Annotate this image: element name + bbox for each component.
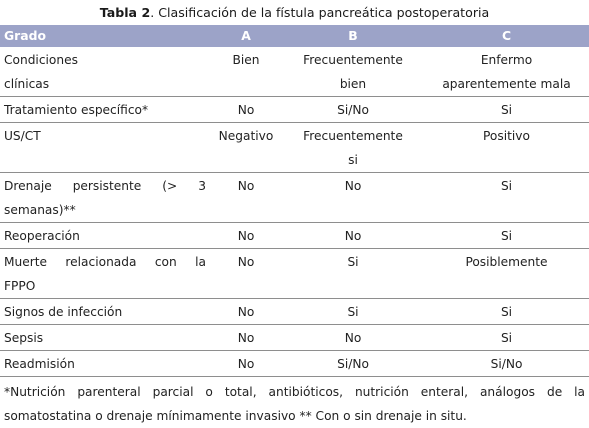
- header-b: B: [348, 28, 358, 43]
- row-label-line: Reoperación: [4, 229, 80, 243]
- cell-a: No: [210, 298, 282, 325]
- row-label: Drenaje persistente (> 3 semanas)**: [0, 172, 210, 223]
- cell-c: Si: [424, 298, 589, 325]
- cell-c: Si: [424, 222, 589, 249]
- cell-b: Frecuentemente si: [282, 122, 424, 173]
- row-label: Muerte relacionada con la FPPO: [0, 248, 210, 299]
- cell-b-line: No: [344, 229, 362, 243]
- cell-c-line: Enfermo: [480, 53, 533, 67]
- cell-c: Si: [424, 96, 589, 123]
- cell-b: Frecuentemente bien: [282, 47, 424, 97]
- row-label: Signos de infección: [0, 298, 210, 325]
- cell-b: No: [282, 172, 424, 223]
- cell-a: No: [210, 248, 282, 299]
- row-label-line: Signos de infección: [4, 305, 123, 319]
- row-label-line: clínicas: [4, 77, 50, 91]
- header-grado: Grado: [4, 28, 47, 43]
- cell-a: No: [210, 172, 282, 223]
- cell-c: Si/No: [424, 350, 589, 377]
- cell-c: Si: [424, 172, 589, 223]
- header-a: A: [241, 28, 251, 43]
- header-c: C: [501, 28, 512, 43]
- caption-label: Tabla 2: [99, 5, 151, 20]
- row-label-line: FPPO: [4, 279, 36, 293]
- table-row: Tratamiento específico* No Si/No Si: [0, 96, 589, 123]
- row-label-line: US/CT: [4, 129, 41, 143]
- cell-b-line: Frecuentemente: [303, 53, 403, 67]
- row-label-line: Drenaje persistente (> 3: [4, 179, 206, 193]
- cell-c-line: aparentemente mala: [442, 77, 571, 91]
- cell-c-line: Si: [500, 179, 513, 193]
- cell-b-line: Si: [347, 305, 359, 319]
- cell-b-line: Si: [347, 255, 359, 269]
- cell-b-line: Si/No: [337, 357, 369, 371]
- row-label-line: Muerte relacionada con la: [4, 255, 206, 269]
- cell-b: Si/No: [282, 350, 424, 377]
- cell-a: No: [210, 222, 282, 249]
- cell-b-line: Frecuentemente: [303, 129, 403, 143]
- cell-b-line: No: [344, 179, 362, 193]
- cell-c: Posiblemente: [424, 248, 589, 299]
- cell-a: No: [210, 96, 282, 123]
- row-label-line: Readmisión: [4, 357, 75, 371]
- row-label: Condiciones clínicas: [0, 47, 210, 97]
- table-row: Readmisión No Si/No Si/No: [0, 350, 589, 377]
- cell-b: No: [282, 222, 424, 249]
- cell-c-line: Si/No: [490, 357, 523, 371]
- cell-c: Positivo: [424, 122, 589, 173]
- row-label: Reoperación: [0, 222, 210, 249]
- table-footnote: *Nutrición parenteral parcial o total, a…: [0, 377, 589, 428]
- cell-b: No: [282, 324, 424, 351]
- table-header-row: Grado A B C: [0, 25, 589, 47]
- cell-b: Si: [282, 298, 424, 325]
- row-label: Readmisión: [0, 350, 210, 377]
- row-label-line: semanas)**: [4, 203, 76, 217]
- row-label-line: Condiciones: [4, 53, 78, 67]
- cell-a: No: [210, 324, 282, 351]
- cell-b-line: No: [344, 331, 362, 345]
- cell-c-line: Si: [500, 331, 513, 345]
- cell-b-line: bien: [339, 77, 367, 91]
- cell-c-line: Positivo: [483, 129, 530, 143]
- cell-a: Negativo: [210, 122, 282, 173]
- table-row: Drenaje persistente (> 3 semanas)** No No…: [0, 172, 589, 223]
- cell-b: Si: [282, 248, 424, 299]
- row-label: Tratamiento específico*: [0, 96, 210, 123]
- row-label: US/CT: [0, 122, 210, 173]
- footnote-line: somatostatina o drenaje mínimamente inva…: [4, 409, 467, 423]
- table-row: Reoperación No No Si: [0, 222, 589, 249]
- cell-b: Si/No: [282, 96, 424, 123]
- classification-table: Grado A B C Condiciones clínicas Bien Fre…: [0, 25, 589, 377]
- cell-c-line: Si: [500, 305, 513, 319]
- table-row: US/CT Negativo Frecuentemente si Positivo: [0, 122, 589, 173]
- cell-c-line: Si: [500, 229, 513, 243]
- table-caption: Tabla 2. Clasificación de la fístula pan…: [0, 0, 589, 25]
- cell-c: Si: [424, 324, 589, 351]
- footnote-line: *Nutrición parenteral parcial o total, a…: [4, 385, 585, 399]
- cell-c-line: Posiblemente: [465, 255, 548, 269]
- table-row: Condiciones clínicas Bien Frecuentemente b…: [0, 47, 589, 97]
- cell-c: Enfermo aparentemente mala: [424, 47, 589, 97]
- cell-b-line: si: [348, 153, 358, 167]
- cell-a: No: [210, 350, 282, 377]
- cell-b-line: Si/No: [337, 103, 369, 117]
- row-label-line: Sepsis: [4, 331, 44, 345]
- table-row: Signos de infección No Si Si: [0, 298, 589, 325]
- row-label: Sepsis: [0, 324, 210, 351]
- row-label-line: Tratamiento específico*: [4, 103, 149, 117]
- table-row: Muerte relacionada con la FPPO No Si Posi…: [0, 248, 589, 299]
- caption-text: . Clasificación de la fístula pancreátic…: [150, 5, 490, 20]
- cell-a: Bien: [210, 47, 282, 97]
- table-row: Sepsis No No Si: [0, 324, 589, 351]
- cell-c-line: Si: [500, 103, 513, 117]
